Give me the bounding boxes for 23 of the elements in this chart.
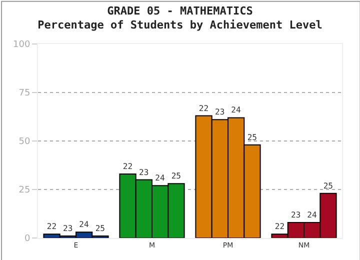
text: 22 [274,222,285,232]
text: 22 [122,162,133,171]
y-tick-label: 100 [13,40,30,50]
chart-subtitle: Percentage of Students by Achievement Level [38,18,322,32]
text: 23 [291,210,301,220]
series-label: 25 [95,224,106,234]
series-label: 23 [63,224,73,234]
text: 25 [171,172,181,181]
series-label: 24 [79,220,89,230]
chart-title: GRADE 05 - MATHEMATICS [107,4,253,18]
text: 24 [155,174,165,183]
text: 25 [323,181,333,190]
y-tick-label: 0 [24,234,30,244]
series-label: 22 [46,222,57,232]
text: 22 [198,104,209,113]
text: 24 [231,106,241,115]
y-tick-label: 50 [18,137,30,148]
text: 23 [139,168,149,177]
text: 23 [215,108,225,117]
text: 24 [307,210,317,220]
y-tick-label: 75 [18,88,30,99]
text: 25 [247,132,257,142]
y-tick-label: 25 [18,186,30,196]
